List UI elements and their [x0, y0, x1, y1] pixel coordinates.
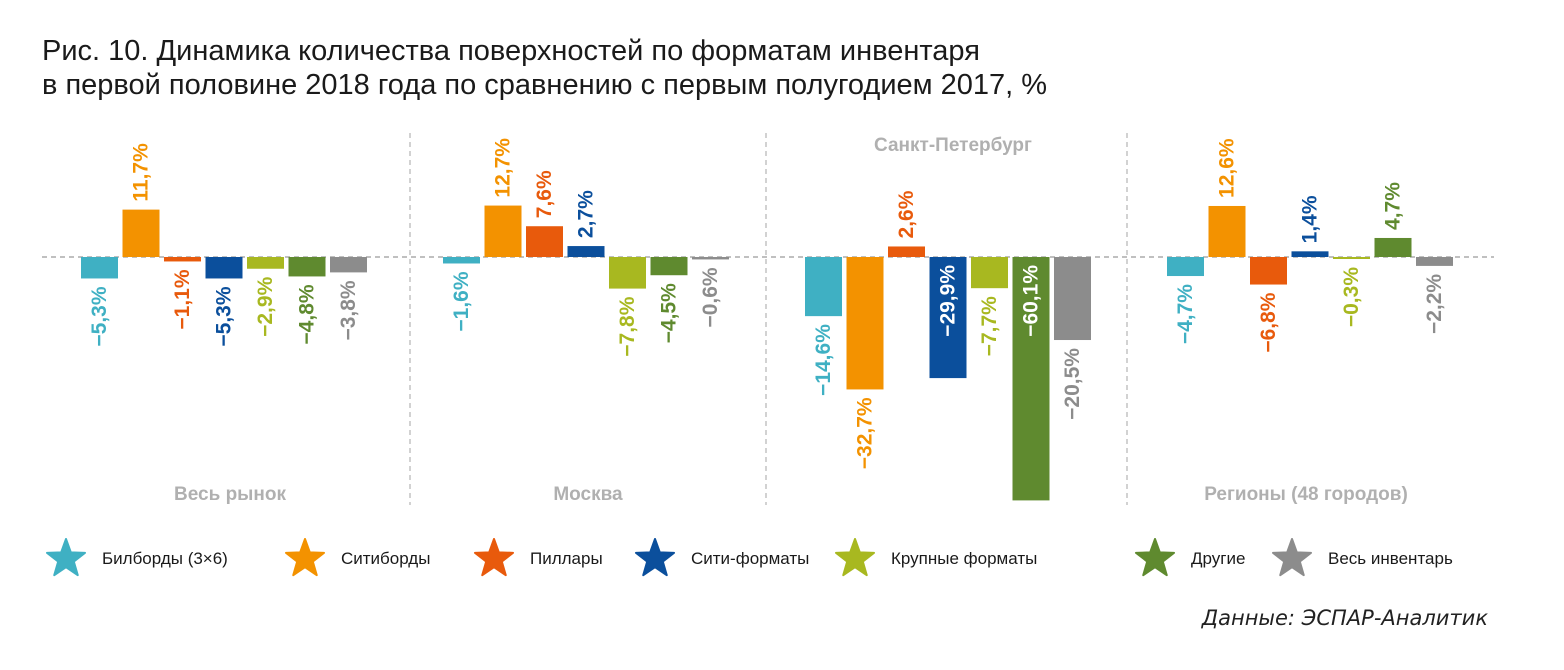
data-label-1-3: −1,1%	[171, 269, 194, 329]
legend-item-7: Весь инвентарь	[1270, 537, 1453, 581]
legend-item-1: Билборды (3×6)	[44, 537, 228, 581]
legend-label: Пиллары	[530, 549, 603, 568]
legend-label: Ситиборды	[341, 549, 431, 568]
bar-4-6	[1374, 237, 1412, 257]
data-label-3-3: 2,6%	[895, 190, 918, 238]
bar-1-7	[330, 257, 367, 273]
bar-2-2	[484, 205, 522, 257]
panel-name-1: Весь рынок	[174, 484, 286, 505]
data-label-4-3: −6,8%	[1257, 292, 1280, 352]
data-label-2-5: −7,8%	[616, 296, 639, 356]
legend-label: Другие	[1191, 549, 1246, 568]
panel-name-3: Санкт-Петербург	[874, 135, 1032, 156]
legend-label: Сити-форматы	[691, 549, 810, 568]
data-label-4-7: −2,2%	[1423, 274, 1446, 334]
bar-3-1	[805, 257, 842, 317]
data-label-2-2: 12,7%	[492, 138, 515, 198]
legend-item-3: Пиллары	[472, 537, 603, 581]
bar-4-3	[1250, 257, 1287, 285]
legend-item-2: Ситиборды	[283, 537, 430, 581]
data-label-4-4: 1,4%	[1299, 195, 1322, 243]
bar-2-6	[650, 257, 688, 276]
data-label-2-7: −0,6%	[699, 267, 722, 327]
bar-1-2	[122, 209, 160, 257]
bar-4-5	[1333, 257, 1370, 259]
star-icon	[834, 538, 876, 577]
bar-2-7	[692, 257, 729, 260]
bar-2-3	[526, 226, 563, 257]
data-label-4-6: 4,7%	[1382, 182, 1405, 230]
star-icon	[1134, 538, 1176, 577]
bar-1-5	[247, 257, 284, 269]
bar-2-4	[567, 246, 605, 257]
legend-label: Крупные форматы	[891, 549, 1038, 568]
chart-plot-area: Весь рынок −5,3% 11,7% −1,1% −5,3% −2,9% −4,8%…	[42, 133, 1494, 505]
data-label-3-6: −60,1%	[1020, 265, 1043, 337]
data-label-3-2: −32,7%	[854, 397, 877, 469]
star-icon	[45, 538, 87, 577]
legend-label: Билборды (3×6)	[102, 549, 228, 568]
bar-4-4	[1291, 251, 1329, 257]
data-label-1-6: −4,8%	[296, 284, 319, 344]
chart-title-line-2: в первой половине 2018 года по сравнению…	[42, 69, 1048, 101]
data-label-1-4: −5,3%	[213, 286, 236, 346]
star-icon	[284, 538, 326, 577]
bar-4-2	[1208, 205, 1246, 257]
legend-item-4: Сити-форматы	[633, 537, 809, 581]
bar-1-1	[81, 257, 118, 279]
bar-1-6	[288, 257, 326, 277]
bar-4-1	[1167, 257, 1204, 277]
bar-2-1	[443, 257, 480, 264]
legend-item-6: Другие	[1133, 537, 1245, 581]
data-label-2-1: −1,6%	[450, 271, 473, 331]
bar-3-3	[888, 246, 925, 257]
bar-1-3	[164, 257, 201, 262]
bar-1-4	[205, 257, 243, 279]
star-icon	[634, 538, 676, 577]
data-label-1-7: −3,8%	[337, 280, 360, 340]
data-label-2-6: −4,5%	[658, 283, 681, 343]
data-label-4-2: 12,6%	[1216, 138, 1239, 198]
data-label-3-7: −20,5%	[1061, 348, 1084, 420]
data-label-3-5: −7,7%	[978, 296, 1001, 356]
bar-3-5	[971, 257, 1008, 289]
chart-title: Рис. 10. Динамика количества поверхносте…	[42, 34, 1047, 102]
panel-name-4: Регионы (48 городов)	[1204, 484, 1408, 505]
data-label-2-3: 7,6%	[533, 170, 556, 218]
panel-name-2: Москва	[553, 484, 623, 505]
legend-label: Весь инвентарь	[1328, 549, 1453, 568]
chart-legend: Билборды (3×6) Ситиборды Пиллары Сити-форма…	[44, 537, 1514, 581]
data-label-1-1: −5,3%	[88, 286, 111, 346]
bar-3-4	[929, 257, 967, 379]
data-label-1-2: 11,7%	[130, 143, 153, 202]
star-icon	[473, 538, 515, 577]
bar-2-5	[609, 257, 646, 289]
data-label-2-4: 2,7%	[575, 190, 598, 238]
data-label-3-4: −29,9%	[937, 265, 960, 337]
chart-title-line-1: Рис. 10. Динамика количества поверхносте…	[42, 35, 980, 67]
source-note: Данные: ЭСПАР-Аналитик	[1201, 606, 1488, 630]
data-label-4-1: −4,7%	[1174, 284, 1197, 344]
legend-item-5: Крупные форматы	[833, 537, 1037, 581]
bar-4-7	[1416, 257, 1453, 266]
data-label-3-1: −14,6%	[812, 324, 835, 396]
bar-3-7	[1054, 257, 1091, 341]
bar-3-6	[1012, 257, 1050, 501]
bar-3-2	[846, 257, 884, 390]
data-label-1-5: −2,9%	[254, 276, 277, 336]
star-icon	[1271, 538, 1313, 577]
data-label-4-5: −0,3%	[1340, 267, 1363, 327]
